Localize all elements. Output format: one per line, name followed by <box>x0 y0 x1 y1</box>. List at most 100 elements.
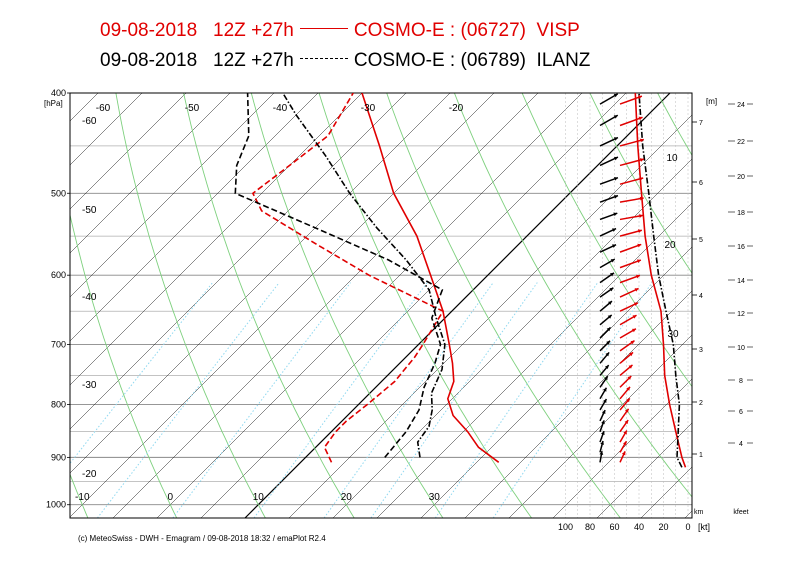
wind-barb-visp-head <box>622 441 627 446</box>
legend-visp: 09-08-2018 12Z +27h COSMO-E : (06727) VIS… <box>100 20 580 42</box>
wind-barb-visp <box>619 229 643 237</box>
wind-barb-visp-head <box>639 158 644 162</box>
height-tick-label: 6 <box>699 180 703 187</box>
profile-visp-dewpoint <box>251 93 445 463</box>
dry-adiabat-line <box>70 212 178 518</box>
wind-barb-ilanz-head <box>604 365 609 370</box>
kfeet-tick-label: 6 <box>739 409 743 416</box>
isotherm-label-bottom: 0 <box>168 492 174 503</box>
wind-barb-ilanz-head <box>610 259 615 263</box>
legend-visp-solid-swatch <box>299 28 348 30</box>
legend-ilanz-run: 12Z +27h <box>213 50 294 71</box>
wind-barb-visp <box>619 116 643 127</box>
isotherm-line <box>70 93 143 166</box>
wind-barb-ilanz-head <box>607 314 612 319</box>
wind-barb-visp-head <box>630 340 635 345</box>
dry-adiabat-line <box>250 93 444 518</box>
pressure-axis-unit: [hPa] <box>44 99 63 108</box>
kfeet-tick-label: 4 <box>739 441 743 448</box>
isotherm-label-bottom: 30 <box>429 492 441 503</box>
kfeet-tick-label: 10 <box>737 345 745 352</box>
kt-axis-unit: [kt] <box>698 522 710 532</box>
legend-ilanz-date: 09-08-2018 <box>100 50 198 71</box>
wind-barb-ilanz-head <box>613 137 618 141</box>
wind-profile-label: 10 <box>666 153 678 164</box>
height-tick-label: 5 <box>699 237 703 244</box>
pressure-tick-label: 400 <box>51 88 66 98</box>
kt-tick-label: 60 <box>609 522 619 532</box>
dry-adiabat-line <box>589 93 692 274</box>
pressure-tick-label: 800 <box>51 399 66 409</box>
wind-barb-ilanz-head <box>602 387 607 392</box>
wind-barb-visp-head <box>621 451 626 456</box>
height-tick-label: 7 <box>699 120 703 127</box>
wind-barb-ilanz-head <box>613 156 618 161</box>
kt-tick-label: 0 <box>685 522 690 532</box>
legend-visp-date: 09-08-2018 <box>100 20 198 41</box>
profile-ilanz-wind-profile-wind_speed <box>638 93 683 468</box>
wind-barb-visp <box>619 158 645 167</box>
isotherm-line <box>112 93 539 518</box>
wind-barb-visp-head <box>628 364 633 369</box>
isotherm-label-top: -30 <box>361 103 376 114</box>
profile-ilanz-dewpoint <box>234 93 444 458</box>
wind-barb-visp-head <box>632 315 637 319</box>
isotherm-line <box>464 290 692 518</box>
mixing-ratio-line <box>97 282 280 518</box>
wind-barb-visp-head <box>624 408 629 413</box>
isotherm-label-bottom: 10 <box>253 492 265 503</box>
wind-barb-visp-head <box>637 95 642 100</box>
wind-barb-visp <box>619 177 644 185</box>
kfeet-tick-label: 8 <box>739 378 743 385</box>
isotherm-label-bottom: 20 <box>341 492 353 503</box>
wind-barb-visp-head <box>631 328 636 333</box>
isotherm-line <box>200 93 627 518</box>
profile-visp-temperature <box>361 93 500 463</box>
wind-barb-visp-head <box>639 177 644 181</box>
wind-barb-ilanz-head <box>601 420 605 425</box>
wind-barb-ilanz-head <box>606 327 611 332</box>
copyright-footer: (c) MeteoSwiss - DWH - Emagram / 09-08-2… <box>78 534 326 543</box>
wind-barb-visp <box>619 243 642 253</box>
isotherm-line <box>70 93 495 518</box>
dry-adiabat-line <box>521 93 692 388</box>
legend-visp-run: 12Z +27h <box>213 20 294 41</box>
kt-tick-label: 40 <box>634 522 644 532</box>
isotherm-label-bottom: -10 <box>75 492 90 503</box>
wind-barb-ilanz-head <box>613 93 618 98</box>
isotherm-line <box>729 93 800 518</box>
isotherm-line <box>508 334 692 518</box>
legend-ilanz-model: COSMO-E : (06789) <box>353 50 526 71</box>
isotherm-line <box>70 93 363 386</box>
wind-barb-ilanz-head <box>605 352 610 357</box>
isotherm-line <box>156 93 583 518</box>
pressure-tick-label: 500 <box>51 188 66 198</box>
pressure-tick-label: 1000 <box>46 500 66 510</box>
legend-ilanz-station: ILANZ <box>536 50 591 71</box>
wind-barb-visp-head <box>624 420 629 425</box>
wind-barb-ilanz-head <box>613 177 618 181</box>
mixing-ratio-line <box>323 282 494 518</box>
height-km-label: km <box>694 509 704 516</box>
mixing-ratio-line <box>492 282 653 518</box>
wind-barb-visp-head <box>638 116 643 121</box>
mixing-ratio-line <box>70 282 213 465</box>
wind-barb-visp-head <box>633 302 638 307</box>
wind-barbs <box>599 93 645 463</box>
pressure-tick-label: 900 <box>51 452 66 462</box>
wind-barb-visp-head <box>636 259 641 264</box>
wind-barb-visp-head <box>626 386 631 391</box>
isotherm-line <box>596 422 692 518</box>
kfeet-tick-label: 14 <box>737 278 745 285</box>
wind-barb-ilanz-head <box>613 115 618 119</box>
isotherm-label-top: -40 <box>273 103 288 114</box>
kt-tick-label: 100 <box>558 522 573 532</box>
wind-barb-visp-head <box>634 288 639 292</box>
wind-barb-visp <box>619 95 643 105</box>
wind-barb-ilanz-head <box>606 340 611 345</box>
isotherm-line <box>70 93 231 254</box>
dry-adiabat-line <box>725 93 800 518</box>
emagram-series <box>234 93 687 468</box>
wind-barb-ilanz-head <box>600 441 604 445</box>
